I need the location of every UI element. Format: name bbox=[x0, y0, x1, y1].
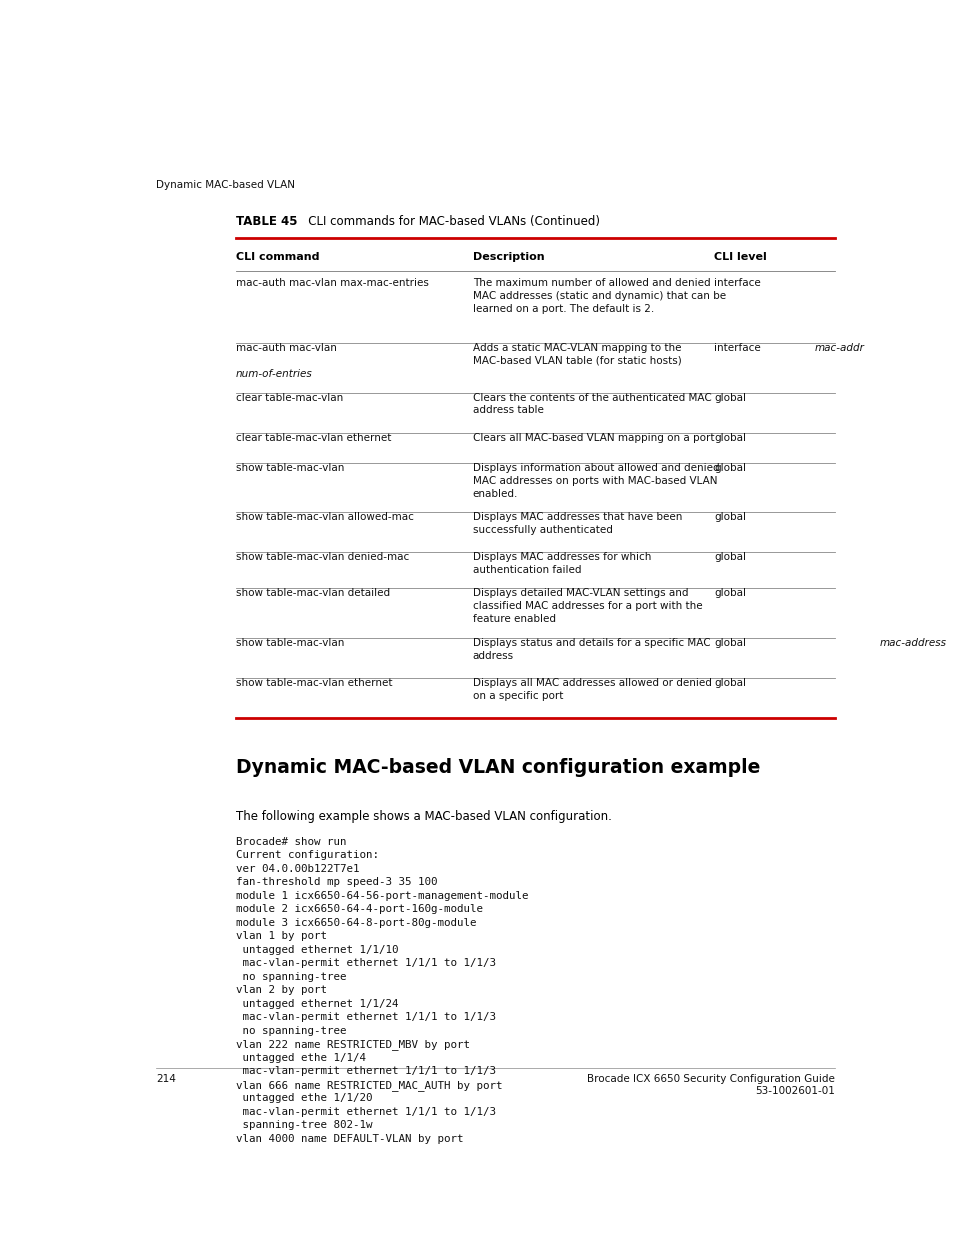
Text: Displays all MAC addresses allowed or denied: Displays all MAC addresses allowed or de… bbox=[472, 678, 711, 688]
Text: interface: interface bbox=[714, 343, 760, 353]
Text: module 1 icx6650-64-56-port-management-module: module 1 icx6650-64-56-port-management-m… bbox=[235, 890, 528, 900]
Text: vlan 4000 name DEFAULT-VLAN by port: vlan 4000 name DEFAULT-VLAN by port bbox=[235, 1134, 463, 1144]
Text: mac-vlan-permit ethernet 1/1/1 to 1/1/3: mac-vlan-permit ethernet 1/1/1 to 1/1/3 bbox=[235, 1013, 496, 1023]
Text: global: global bbox=[714, 463, 745, 473]
Text: global: global bbox=[714, 552, 745, 562]
Text: num-of-entries: num-of-entries bbox=[235, 369, 313, 379]
Text: CLI commands for MAC-based VLANs (Continued): CLI commands for MAC-based VLANs (Contin… bbox=[296, 215, 599, 227]
Text: vlan 1 by port: vlan 1 by port bbox=[235, 931, 327, 941]
Text: show table-mac-vlan ethernet: show table-mac-vlan ethernet bbox=[235, 678, 395, 688]
Text: vlan 2 by port: vlan 2 by port bbox=[235, 986, 327, 995]
Text: Clears the contents of the authenticated MAC: Clears the contents of the authenticated… bbox=[472, 393, 711, 403]
Text: untagged ethe 1/1/20: untagged ethe 1/1/20 bbox=[235, 1093, 373, 1103]
Text: global: global bbox=[714, 638, 745, 648]
Text: 214: 214 bbox=[156, 1074, 176, 1084]
Text: Brocade ICX 6650 Security Configuration Guide
53-1002601-01: Brocade ICX 6650 Security Configuration … bbox=[586, 1074, 834, 1095]
Text: global: global bbox=[714, 393, 745, 403]
Text: MAC addresses (static and dynamic) that can be: MAC addresses (static and dynamic) that … bbox=[472, 291, 725, 301]
Text: on a specific port: on a specific port bbox=[472, 690, 562, 700]
Text: spanning-tree 802-1w: spanning-tree 802-1w bbox=[235, 1120, 373, 1130]
Text: TABLE 45: TABLE 45 bbox=[235, 215, 297, 227]
Text: untagged ethernet 1/1/10: untagged ethernet 1/1/10 bbox=[235, 945, 398, 955]
Text: Current configuration:: Current configuration: bbox=[235, 850, 378, 861]
Text: no spanning-tree: no spanning-tree bbox=[235, 1026, 346, 1036]
Text: address table: address table bbox=[472, 405, 543, 415]
Text: show table-mac-vlan denied-mac: show table-mac-vlan denied-mac bbox=[235, 552, 409, 562]
Text: authentication failed: authentication failed bbox=[472, 566, 580, 576]
Text: successfully authenticated: successfully authenticated bbox=[472, 525, 612, 535]
Text: Dynamic MAC-based VLAN: Dynamic MAC-based VLAN bbox=[156, 179, 294, 190]
Text: clear table-mac-vlan: clear table-mac-vlan bbox=[235, 393, 343, 403]
Text: mac-vlan-permit ethernet 1/1/1 to 1/1/3: mac-vlan-permit ethernet 1/1/1 to 1/1/3 bbox=[235, 1107, 496, 1116]
Text: Brocade# show run: Brocade# show run bbox=[235, 836, 346, 847]
Text: The maximum number of allowed and denied: The maximum number of allowed and denied bbox=[472, 278, 710, 289]
Text: module 3 icx6650-64-8-port-80g-module: module 3 icx6650-64-8-port-80g-module bbox=[235, 918, 476, 927]
Text: mac-vlan-permit ethernet 1/1/1 to 1/1/3: mac-vlan-permit ethernet 1/1/1 to 1/1/3 bbox=[235, 1066, 496, 1076]
Text: clear table-mac-vlan ethernet: clear table-mac-vlan ethernet bbox=[235, 432, 395, 442]
Text: global: global bbox=[714, 432, 745, 442]
Text: global: global bbox=[714, 513, 745, 522]
Text: show table-mac-vlan detailed: show table-mac-vlan detailed bbox=[235, 589, 390, 599]
Text: Displays MAC addresses for which: Displays MAC addresses for which bbox=[472, 552, 650, 562]
Text: classified MAC addresses for a port with the: classified MAC addresses for a port with… bbox=[472, 601, 701, 611]
Text: MAC-based VLAN table (for static hosts): MAC-based VLAN table (for static hosts) bbox=[472, 356, 680, 366]
Text: show table-mac-vlan allowed-mac: show table-mac-vlan allowed-mac bbox=[235, 513, 414, 522]
Text: Displays status and details for a specific MAC: Displays status and details for a specif… bbox=[472, 638, 710, 648]
Text: interface: interface bbox=[714, 278, 760, 289]
Text: CLI level: CLI level bbox=[714, 252, 766, 262]
Text: mac-addr: mac-addr bbox=[814, 343, 864, 353]
Text: CLI command: CLI command bbox=[235, 252, 319, 262]
Text: address: address bbox=[472, 651, 514, 661]
Text: MAC addresses on ports with MAC-based VLAN: MAC addresses on ports with MAC-based VL… bbox=[472, 475, 717, 485]
Text: mac-auth mac-vlan: mac-auth mac-vlan bbox=[235, 343, 340, 353]
Text: Adds a static MAC-VLAN mapping to the: Adds a static MAC-VLAN mapping to the bbox=[472, 343, 680, 353]
Text: Description: Description bbox=[472, 252, 544, 262]
Text: module 2 icx6650-64-4-port-160g-module: module 2 icx6650-64-4-port-160g-module bbox=[235, 904, 482, 914]
Text: global: global bbox=[714, 678, 745, 688]
Text: The following example shows a MAC-based VLAN configuration.: The following example shows a MAC-based … bbox=[235, 810, 611, 823]
Text: untagged ethernet 1/1/24: untagged ethernet 1/1/24 bbox=[235, 999, 398, 1009]
Text: global: global bbox=[714, 589, 745, 599]
Text: no spanning-tree: no spanning-tree bbox=[235, 972, 346, 982]
Text: Displays information about allowed and denied: Displays information about allowed and d… bbox=[472, 463, 719, 473]
Text: Displays detailed MAC-VLAN settings and: Displays detailed MAC-VLAN settings and bbox=[472, 589, 687, 599]
Text: feature enabled: feature enabled bbox=[472, 614, 555, 624]
Text: vlan 666 name RESTRICTED_MAC_AUTH by port: vlan 666 name RESTRICTED_MAC_AUTH by por… bbox=[235, 1079, 502, 1091]
Text: show table-mac-vlan: show table-mac-vlan bbox=[235, 638, 347, 648]
Text: Displays MAC addresses that have been: Displays MAC addresses that have been bbox=[472, 513, 681, 522]
Text: show table-mac-vlan: show table-mac-vlan bbox=[235, 463, 344, 473]
Text: mac-auth mac-vlan max-mac-entries: mac-auth mac-vlan max-mac-entries bbox=[235, 278, 429, 289]
Text: fan-threshold mp speed-3 35 100: fan-threshold mp speed-3 35 100 bbox=[235, 877, 437, 887]
Text: mac-address: mac-address bbox=[879, 638, 945, 648]
Text: Clears all MAC-based VLAN mapping on a port: Clears all MAC-based VLAN mapping on a p… bbox=[472, 432, 714, 442]
Text: Dynamic MAC-based VLAN configuration example: Dynamic MAC-based VLAN configuration exa… bbox=[235, 758, 760, 777]
Text: mac-vlan-permit ethernet 1/1/1 to 1/1/3: mac-vlan-permit ethernet 1/1/1 to 1/1/3 bbox=[235, 958, 496, 968]
Text: ver 04.0.00b122T7e1: ver 04.0.00b122T7e1 bbox=[235, 863, 359, 873]
Text: learned on a port. The default is 2.: learned on a port. The default is 2. bbox=[472, 304, 653, 314]
Text: untagged ethe 1/1/4: untagged ethe 1/1/4 bbox=[235, 1052, 366, 1063]
Text: enabled.: enabled. bbox=[472, 489, 517, 499]
Text: vlan 222 name RESTRICTED_MBV by port: vlan 222 name RESTRICTED_MBV by port bbox=[235, 1039, 470, 1050]
